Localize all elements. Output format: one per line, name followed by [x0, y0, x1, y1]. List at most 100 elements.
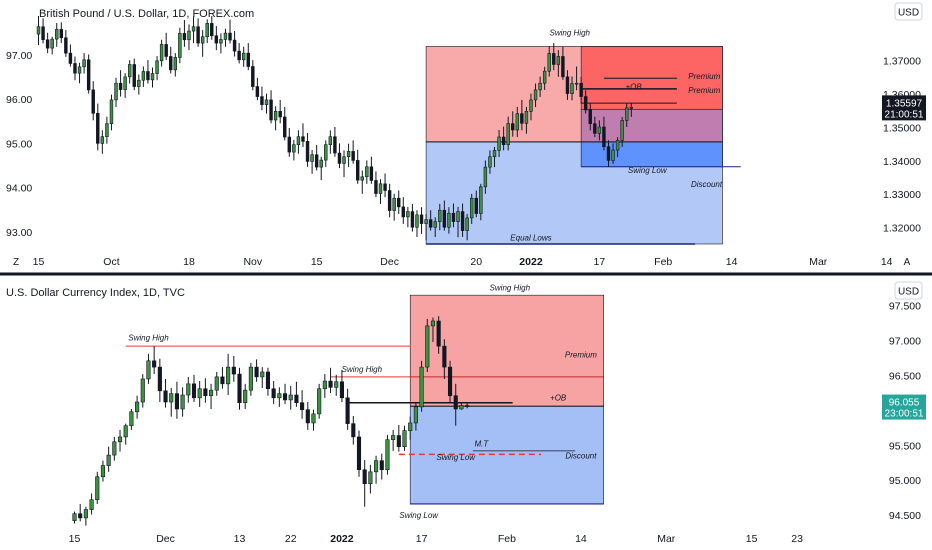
candle-body-up	[135, 401, 140, 413]
time-tick-label: 20	[470, 256, 482, 268]
candle	[314, 145, 319, 171]
candle	[339, 369, 344, 403]
candle-body-down	[191, 383, 197, 399]
candle	[210, 16, 214, 40]
candle	[127, 60, 132, 84]
candle	[334, 374, 339, 396]
price-tick-label: 95.000	[889, 475, 921, 487]
candle	[146, 60, 150, 84]
candle-body-up	[425, 325, 430, 368]
candle	[413, 402, 418, 431]
candle	[123, 73, 127, 98]
annotation-label: Swing High	[550, 28, 591, 37]
candle-body-up	[402, 430, 407, 447]
candle	[169, 388, 174, 417]
candle-body-down	[351, 423, 356, 438]
candle-body-up	[328, 136, 333, 146]
candle-body-down	[410, 211, 415, 228]
candle	[383, 173, 387, 198]
time-tick-label: 18	[183, 256, 195, 268]
candle-body-up	[296, 136, 301, 146]
candle	[629, 103, 634, 117]
candle-body-up	[447, 212, 451, 228]
candle-body-up	[100, 465, 106, 478]
candle	[453, 383, 458, 426]
candle-body-up	[374, 460, 379, 473]
dxy-time-axis[interactable]: 15 Dec 13 22 2022 17 Feb 14 Mar 15 23	[69, 533, 803, 545]
annotation-label: Premium	[688, 72, 720, 81]
annotation-label: Swing High	[128, 334, 169, 343]
candle	[163, 378, 168, 408]
candle	[220, 367, 225, 389]
candle	[77, 62, 82, 84]
candle	[292, 140, 296, 161]
candle-body-up	[114, 82, 118, 101]
candle-body-up	[191, 26, 196, 32]
candle-body-up	[248, 366, 253, 391]
price-tick-label: 1.32000	[883, 223, 921, 235]
annotation-label: Premium	[688, 86, 720, 95]
candle	[197, 381, 202, 407]
candle-body-down	[220, 376, 225, 385]
candle	[241, 46, 246, 67]
candle-body-up	[479, 186, 483, 214]
gbpusd-time-axis[interactable]: 15 Oct 18 Nov 15 Dec 20 2022 17 Feb 14 Mar 14	[33, 256, 893, 268]
gbpusd-price-axis[interactable]: 1.370001.360001.350001.340001.330001.320…	[883, 55, 921, 234]
candle	[59, 22, 64, 44]
candle	[408, 416, 413, 440]
gbpusd-currency-badge[interactable]: USD	[894, 2, 923, 21]
candle-body-down	[255, 86, 260, 97]
gbpusd-autoscale-toggle[interactable]: A	[904, 257, 911, 268]
candle-body-down	[460, 211, 465, 231]
candle	[362, 459, 367, 507]
candle-body-down	[246, 52, 250, 67]
candle-body-down	[379, 460, 384, 471]
candle-body-up	[615, 140, 620, 151]
candle	[465, 402, 470, 409]
candle	[200, 30, 205, 57]
candle	[296, 130, 301, 154]
candle	[625, 103, 629, 127]
candle-body-up	[365, 166, 369, 178]
candle-body-up	[391, 435, 396, 441]
candle-body-down	[387, 190, 392, 211]
candle-body-down	[451, 212, 456, 222]
candle-body-down	[146, 71, 150, 81]
candle-body-down	[453, 395, 458, 410]
candle	[547, 46, 551, 77]
annotation-label: Equal Lows	[510, 233, 551, 242]
candle	[328, 130, 333, 154]
candle	[260, 367, 265, 389]
dxy-currency-label: USD	[898, 287, 919, 298]
candle	[141, 66, 146, 87]
candle	[223, 28, 228, 47]
candle	[488, 150, 492, 174]
candle-body-up	[406, 211, 410, 218]
candle-body-down	[351, 151, 355, 161]
dxy-last-price: 96.055	[889, 398, 920, 409]
candle-body-down	[210, 23, 214, 37]
candle	[317, 383, 322, 419]
candle-body-up	[155, 60, 159, 74]
price-tick-label: 97.000	[889, 336, 921, 348]
candle-body-up	[506, 123, 510, 146]
candle-body-up	[430, 320, 436, 327]
candle-body-up	[186, 383, 191, 396]
candle-body-down	[345, 397, 350, 424]
candle-body-down	[45, 39, 50, 49]
gbpusd-zoom-toggle[interactable]: Z	[13, 257, 19, 268]
gbpusd-currency-label: USD	[898, 8, 919, 19]
dxy-levels	[125, 345, 604, 505]
candle	[157, 358, 162, 403]
dxy-currency-badge[interactable]: USD	[894, 281, 923, 300]
candle-body-up	[264, 99, 269, 105]
annotation-label: Discount	[691, 180, 723, 189]
candle-body-up	[129, 411, 134, 427]
gbpusd-panel[interactable]: Swing High Premium Premium +OB Swing Low Disc…	[6, 2, 926, 268]
candle	[583, 90, 588, 114]
candle	[169, 46, 173, 74]
dxy-panel[interactable]: Swing High Swing High Swing High Premium +OB…	[6, 281, 926, 545]
candle	[36, 16, 41, 46]
candle	[379, 453, 384, 480]
